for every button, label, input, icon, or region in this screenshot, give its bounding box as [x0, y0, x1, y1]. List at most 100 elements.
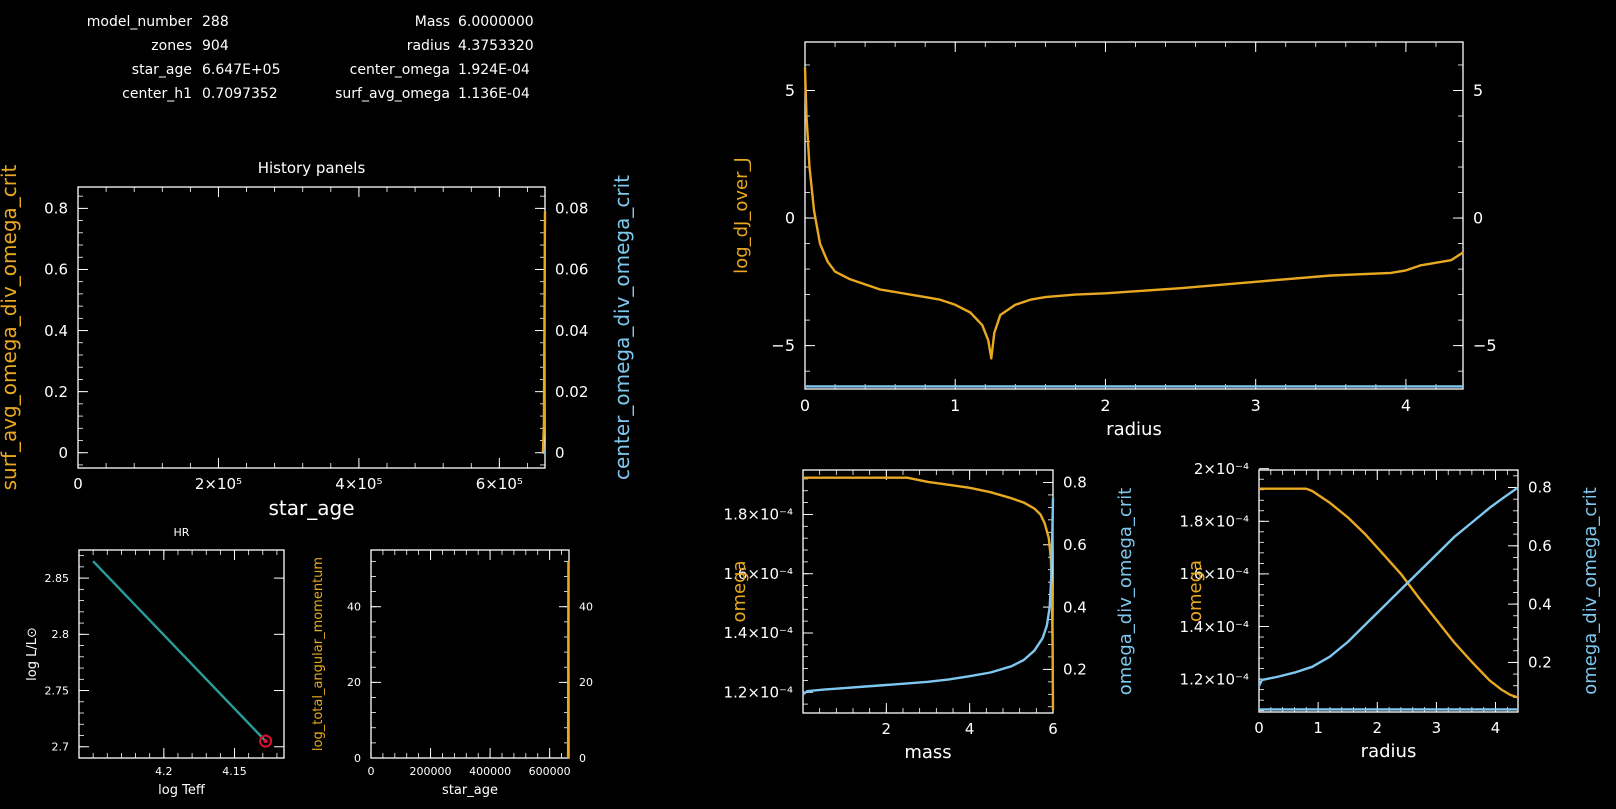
y-right-tick-label: 0.6	[1528, 537, 1552, 555]
series-line	[803, 476, 1055, 711]
x-tick-label: 2×10⁵	[195, 475, 242, 493]
x-tick-label: 6×10⁵	[476, 475, 523, 493]
x-axis-label: star_age	[442, 783, 498, 798]
header-value: 904	[202, 38, 229, 54]
x-axis-label: star_age	[269, 496, 355, 520]
x-tick-label: 4.15	[222, 765, 247, 778]
x-axis-label: radius	[1361, 741, 1417, 762]
y-right-tick-label: 0.8	[1063, 474, 1087, 492]
header-value: 6.0000000	[458, 14, 534, 30]
y-tick-label: 0.8	[44, 200, 68, 218]
plot-frame	[1258, 469, 1519, 713]
x-tick-label: 2	[1372, 719, 1382, 737]
header-value: 4.3753320	[458, 38, 534, 54]
y-tick-label: −5	[771, 336, 795, 355]
y-right-tick-label: 0.06	[555, 261, 588, 279]
y-tick-label: 2×10⁻⁴	[1194, 460, 1249, 478]
y-tick-label: 1.2×10⁻⁴	[1180, 670, 1249, 688]
y-right-tick-label: 0	[1473, 209, 1483, 228]
series-line	[541, 211, 547, 453]
y-right-tick-label: −5	[1473, 336, 1497, 355]
x-axis-label: radius	[1106, 419, 1162, 440]
x-tick-label: 3	[1432, 719, 1442, 737]
current-point-marker	[259, 734, 273, 748]
x-tick-label: 4	[965, 720, 975, 738]
x-tick-label: 600000	[529, 765, 571, 778]
x-tick-label: 4	[1491, 719, 1501, 737]
header-value: 0.7097352	[202, 86, 278, 102]
y-right-axis-label: omega_div_omega_crit	[1580, 487, 1601, 695]
chart-title: History panels	[258, 159, 366, 177]
y-tick-label: 0.4	[44, 322, 68, 340]
y-right-tick-label: 0.04	[555, 322, 588, 340]
y-tick-label: 20	[347, 676, 361, 689]
plot-frame	[804, 41, 1464, 390]
y-tick-label: 1.2×10⁻⁴	[724, 684, 793, 702]
y-tick-label: 1.6×10⁻⁴	[724, 565, 793, 583]
x-tick-label: 200000	[410, 765, 452, 778]
y-right-tick-label: 5	[1473, 81, 1483, 100]
header-label: center_omega	[349, 62, 450, 78]
plot-frame	[370, 549, 570, 759]
y-tick-label: 0	[785, 209, 795, 228]
y-tick-label: 2.85	[45, 572, 70, 585]
y-right-axis-label: omega_div_omega_crit	[1115, 488, 1136, 696]
header-label: model_number	[86, 14, 192, 30]
header-label: Mass	[414, 14, 450, 30]
x-tick-label: 2	[1100, 396, 1110, 415]
y-right-axis-label: center_omega_div_omega_crit	[610, 175, 634, 480]
x-tick-label: 1	[950, 396, 960, 415]
y-tick-label: 0.6	[44, 261, 68, 279]
y-tick-label: 1.4×10⁻⁴	[1180, 618, 1249, 636]
x-tick-label: 0	[1254, 719, 1264, 737]
y-right-tick-label: 0.4	[1063, 598, 1087, 616]
header-label: surf_avg_omega	[335, 86, 450, 102]
y-tick-label: 40	[347, 601, 361, 614]
x-tick-label: 0	[368, 765, 375, 778]
y-right-tick-label: 40	[579, 601, 593, 614]
header-value: 1.136E-04	[458, 86, 530, 102]
y-tick-label: 1.8×10⁻⁴	[1180, 513, 1249, 531]
y-tick-label: 5	[785, 81, 795, 100]
header-label: radius	[406, 38, 450, 54]
plot-frame	[77, 186, 546, 469]
header-value: 6.647E+05	[202, 62, 281, 78]
x-tick-label: 2	[882, 720, 892, 738]
x-tick-label: 3	[1251, 396, 1261, 415]
y-tick-label: 2.8	[52, 628, 70, 641]
y-axis-label: log L/L⊙	[25, 627, 40, 681]
x-tick-label: 1	[1313, 719, 1323, 737]
x-tick-label: 6	[1048, 720, 1058, 738]
y-axis-label: surf_avg_omega_div_omega_crit	[0, 164, 21, 490]
y-axis-label: log_dJ_over_J	[731, 157, 752, 274]
y-tick-label: 1.6×10⁻⁴	[1180, 565, 1249, 583]
header-label: star_age	[131, 62, 192, 78]
x-tick-label: 4	[1401, 396, 1411, 415]
plot-frame	[802, 469, 1054, 714]
x-tick-label: 0	[800, 396, 810, 415]
header-value: 1.924E-04	[458, 62, 530, 78]
y-right-tick-label: 0.4	[1528, 595, 1552, 613]
y-right-tick-label: 0.02	[555, 383, 588, 401]
y-right-tick-label: 0.08	[555, 200, 588, 218]
x-axis-label: log Teff	[158, 783, 206, 798]
y-tick-label: 0	[58, 444, 68, 462]
x-axis-label: mass	[904, 742, 951, 763]
y-tick-label: 0.2	[44, 383, 68, 401]
series-line	[92, 560, 267, 742]
y-tick-label: 1.8×10⁻⁴	[724, 506, 793, 524]
y-axis-label: omega	[1185, 560, 1206, 622]
y-axis-label: omega	[729, 560, 750, 622]
current-point-dot	[263, 739, 268, 744]
y-tick-label: 1.4×10⁻⁴	[724, 624, 793, 642]
x-tick-label: 0	[73, 475, 83, 493]
series-line	[802, 497, 1055, 696]
plot-frame	[78, 549, 285, 759]
header-value: 288	[202, 14, 229, 30]
y-right-tick-label: 0.2	[1528, 654, 1552, 672]
y-right-tick-label: 0.8	[1528, 479, 1552, 497]
series-line	[1259, 487, 1519, 699]
x-tick-label: 4×10⁵	[335, 475, 382, 493]
y-tick-label: 2.75	[45, 684, 70, 697]
